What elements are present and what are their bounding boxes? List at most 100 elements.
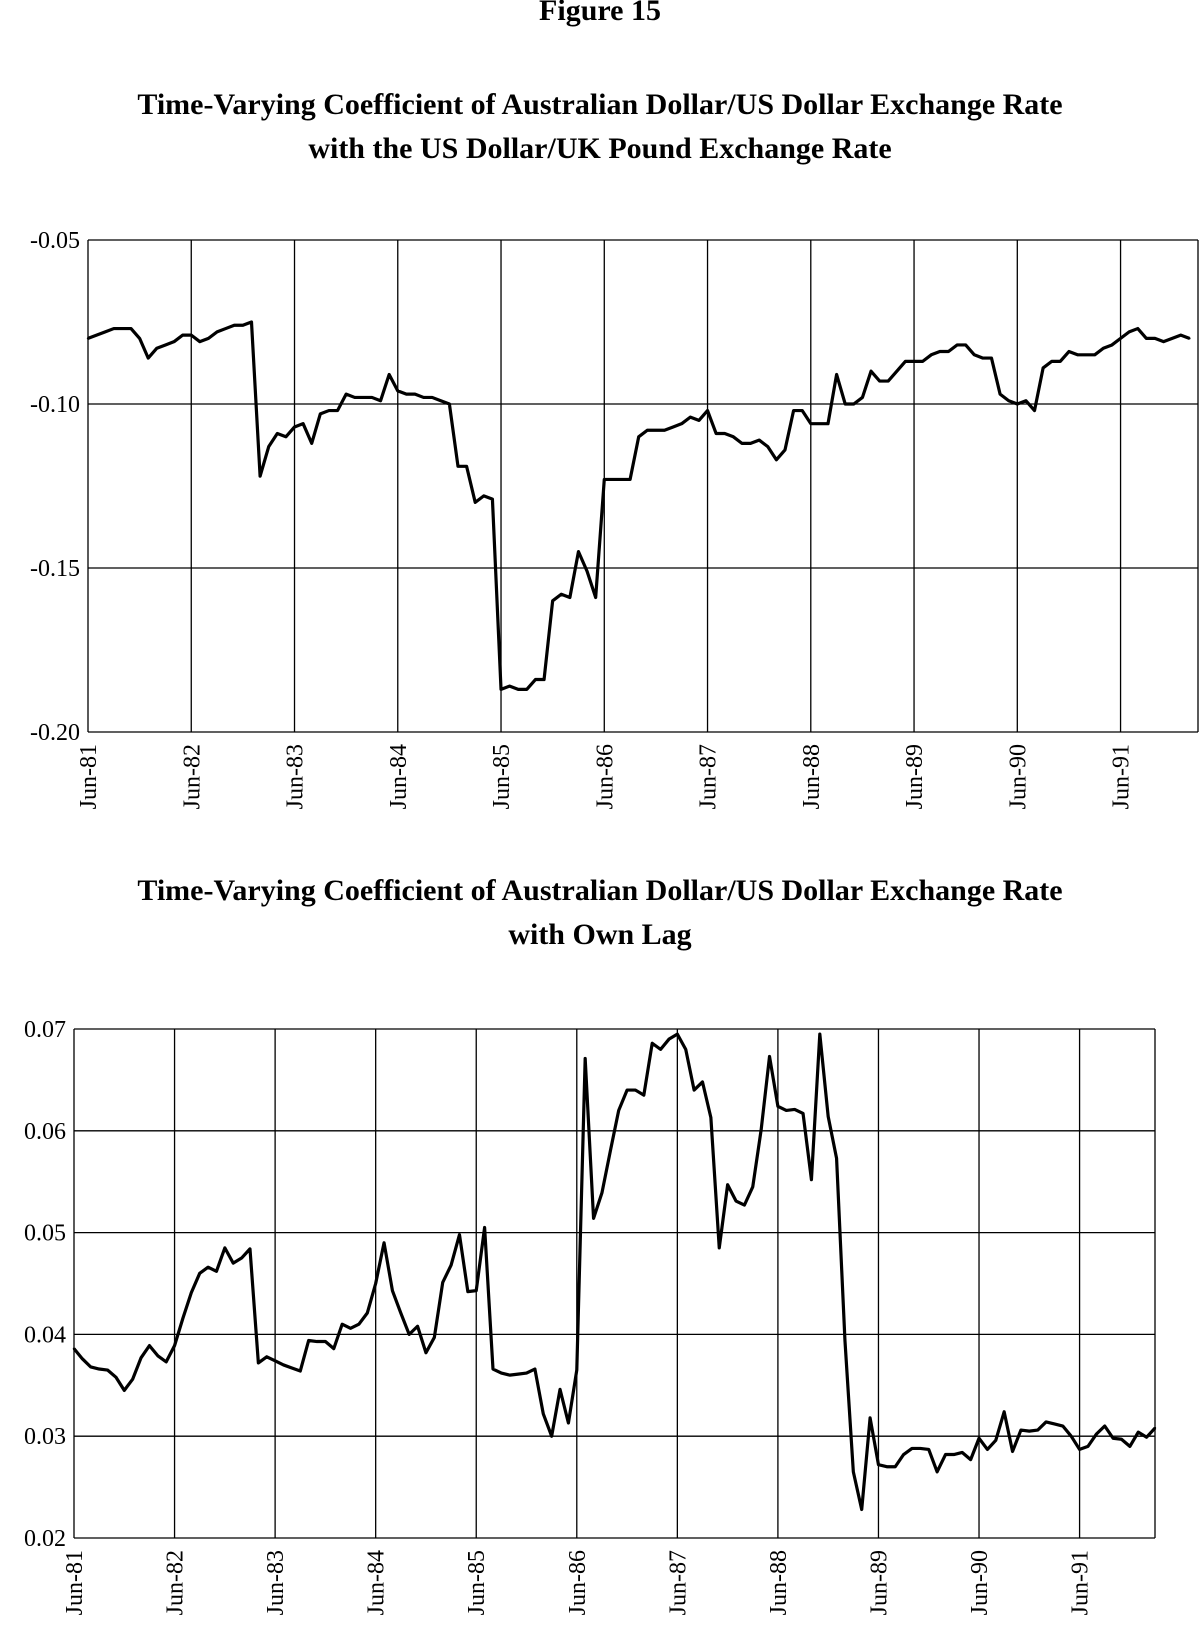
chart-1-data-point	[783, 448, 787, 452]
chart-2-x-tick-label: Jun-89	[866, 1550, 892, 1615]
chart-2-data-point	[583, 1057, 587, 1060]
chart-2-data-point	[709, 1116, 713, 1119]
chart-2-data-point	[391, 1289, 394, 1292]
chart-1-data-point	[1145, 337, 1148, 340]
chart-1-data-point	[835, 373, 838, 376]
chart-1-data-point	[1153, 337, 1157, 340]
chart-2-data-point	[1137, 1430, 1140, 1434]
chart-2-data-point	[1070, 1435, 1073, 1438]
chart-2-data-point	[533, 1367, 537, 1371]
chart-2-data-point	[248, 1247, 252, 1251]
chart-2-data-point	[1111, 1437, 1115, 1440]
chart-1-data-point	[1050, 360, 1053, 363]
chart-1-data-point	[938, 350, 942, 353]
chart-2-data-point	[718, 1246, 721, 1250]
chart-2-data-point	[542, 1412, 545, 1416]
chart-2-data-point	[374, 1282, 377, 1285]
chart-1-data-point	[775, 458, 778, 461]
chart-2-x-tick-label: Jun-84	[364, 1550, 390, 1615]
chart-2-data-point	[173, 1344, 176, 1347]
chart-1-y-tick-label: -0.20	[30, 720, 80, 746]
chart-1-data-point	[508, 684, 511, 688]
chart-1-data-point	[1084, 353, 1088, 356]
chart-1-y-tick-label: -0.10	[30, 392, 80, 418]
chart-1-data-point	[844, 402, 847, 406]
chart-2-data-point	[232, 1261, 235, 1265]
chart-2-x-tick-label: Jun-90	[967, 1550, 993, 1615]
chart-2-data-point	[625, 1088, 629, 1092]
chart-1-x-tick-label: Jun-89	[902, 744, 928, 809]
chart-2-data-point	[106, 1368, 109, 1372]
chart-1-x-tick-label: Jun-87	[696, 744, 722, 809]
chart-1-data-point	[654, 429, 658, 432]
chart-2-data-point	[198, 1272, 201, 1275]
chart-1-data-point	[439, 399, 442, 402]
chart-2-data-point	[508, 1373, 511, 1377]
chart-1-data-point	[276, 432, 279, 435]
chart-1-data-point	[1067, 350, 1071, 353]
chart-1-data-point	[482, 494, 486, 498]
chart-1-data-point	[172, 340, 176, 343]
chart-2-data-point	[131, 1377, 134, 1381]
chart-2-data-point	[852, 1470, 855, 1474]
chart-2-data-point	[466, 1290, 470, 1293]
chart-1-data-point	[448, 402, 451, 406]
chart-1-data-point	[301, 422, 305, 425]
chart-2-data-point	[684, 1048, 687, 1051]
chart-1-data-point	[525, 688, 529, 691]
chart-2-y-tick-label: 0.07	[24, 1017, 66, 1043]
chart-1-data-point	[990, 356, 993, 360]
chart-2-data-point	[726, 1183, 729, 1186]
chart-1-x-tick-label: Jun-85	[489, 744, 515, 809]
chart-1-data-point	[284, 435, 288, 438]
chart-1-x-tick-label: Jun-90	[1005, 744, 1031, 809]
chart-2-data-point	[72, 1347, 76, 1350]
chart-2-data-point	[785, 1109, 788, 1112]
chart-1-x-tick-label: Jun-82	[179, 744, 205, 809]
chart-1-data-point	[181, 333, 184, 337]
chart-1-data-point	[611, 478, 615, 481]
chart-1-data-point	[663, 429, 666, 432]
chart-1-data-point	[1162, 340, 1165, 343]
chart-1-title-line-2: with the US Dollar/UK Pound Exchange Rat…	[308, 132, 892, 165]
chart-2-x-tick-label: Jun-87	[665, 1550, 691, 1615]
chart-1-data-point	[198, 340, 202, 343]
chart-2-data-point	[692, 1088, 696, 1092]
chart-1-data-point	[267, 445, 270, 448]
chart-1-data-point	[121, 327, 124, 330]
chart-2-x-tick-label: Jun-82	[163, 1550, 189, 1615]
chart-2-data-point	[885, 1465, 889, 1468]
chart-2-data-point	[282, 1363, 285, 1367]
chart-1-data-point	[852, 402, 856, 406]
chart-1-data-point	[353, 396, 356, 399]
chart-2-data-point	[433, 1336, 436, 1339]
chart-2-y-tick-label: 0.05	[24, 1221, 66, 1247]
chart-1-data-point	[422, 396, 425, 399]
chart-1-data-point	[336, 409, 339, 412]
chart-1-data-point	[1076, 353, 1079, 356]
chart-1-data-point	[955, 343, 959, 347]
chart-1-data-point	[680, 422, 683, 425]
chart-2-data-point	[97, 1367, 101, 1371]
chart-2-title-line-2: with Own Lag	[508, 918, 692, 951]
chart-2-data-point	[1128, 1445, 1132, 1448]
chart-2-data-point	[307, 1339, 310, 1342]
chart-2-data-point	[894, 1465, 897, 1468]
chart-1-data-point	[1119, 337, 1122, 340]
chart-2-data-point	[776, 1105, 780, 1108]
chart-2-data-point	[349, 1327, 352, 1330]
chart-1-data-point	[499, 688, 503, 691]
chart-1-title: Time-Varying Coefficient of Australian D…	[0, 83, 1200, 171]
chart-2-data-point	[89, 1365, 92, 1369]
chart-1-data-point	[1102, 347, 1105, 350]
chart-2-data-point	[382, 1241, 386, 1244]
chart-2-data-point	[793, 1108, 796, 1111]
chart-2-data-point	[609, 1149, 612, 1153]
chart-1-data-point	[878, 379, 881, 383]
chart-1-data-point	[319, 412, 322, 416]
chart-1-data-point	[1024, 399, 1028, 402]
chart-1-data-point	[723, 432, 726, 435]
chart-2-data-point	[877, 1463, 880, 1466]
chart-2-data-point	[424, 1351, 428, 1354]
chart-1-data-point	[861, 396, 864, 399]
